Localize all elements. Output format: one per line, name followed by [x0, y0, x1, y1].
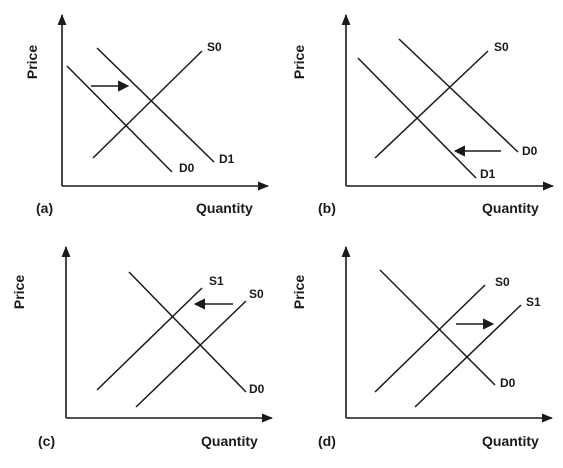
supply-curve-s0 — [374, 50, 489, 159]
curve-label-d1: D1 — [480, 167, 496, 181]
demand-curve-d0 — [379, 269, 496, 386]
x-axis-label: Quantity — [482, 200, 539, 216]
y-axis-label: Price — [24, 45, 40, 79]
curve-label-s0: S0 — [249, 287, 264, 301]
curve-label-d1: D1 — [219, 152, 235, 166]
demand-curve-d1 — [357, 57, 477, 179]
panel-label: (c) — [38, 433, 55, 449]
panel-c: Price Quantity (c) S1 S0 D0 — [11, 245, 274, 449]
y-axis-label: Price — [291, 45, 307, 79]
supply-curve-s0 — [92, 50, 203, 159]
demand-curve-d1 — [96, 47, 215, 163]
x-axis-label: Quantity — [482, 433, 539, 449]
demand-curve-d0 — [128, 271, 247, 393]
x-axis-label: Quantity — [201, 433, 258, 449]
curve-label-s0: S0 — [494, 40, 509, 54]
panel-a: Price Quantity (a) S0 D0 D1 — [24, 13, 270, 216]
supply-curve-s1 — [96, 287, 203, 391]
curve-label-d0: D0 — [179, 161, 195, 175]
x-axis-label: Quantity — [196, 200, 253, 216]
panel-d: Price Quantity (d) S0 S1 D0 — [291, 245, 554, 449]
panel-label: (a) — [36, 200, 53, 216]
panel-b: Price Quantity (b) S0 D0 D1 — [291, 13, 555, 216]
demand-curve-d0 — [66, 65, 173, 173]
curve-label-s1: S1 — [526, 295, 541, 309]
supply-curve-s0 — [135, 300, 247, 408]
curve-label-d0: D0 — [522, 144, 538, 158]
y-axis-label: Price — [291, 275, 307, 309]
demand-curve-d0 — [398, 38, 519, 153]
curve-label-d0: D0 — [249, 382, 265, 396]
panel-label: (b) — [318, 200, 336, 216]
supply-curve-s1 — [414, 304, 522, 408]
curve-label-s0: S0 — [207, 40, 222, 54]
y-axis-label: Price — [11, 275, 27, 309]
supply-curve-s0 — [374, 284, 486, 393]
curve-label-s1: S1 — [209, 274, 224, 288]
curve-label-d0: D0 — [500, 376, 516, 390]
panel-label: (d) — [318, 433, 336, 449]
curve-label-s0: S0 — [495, 275, 510, 289]
